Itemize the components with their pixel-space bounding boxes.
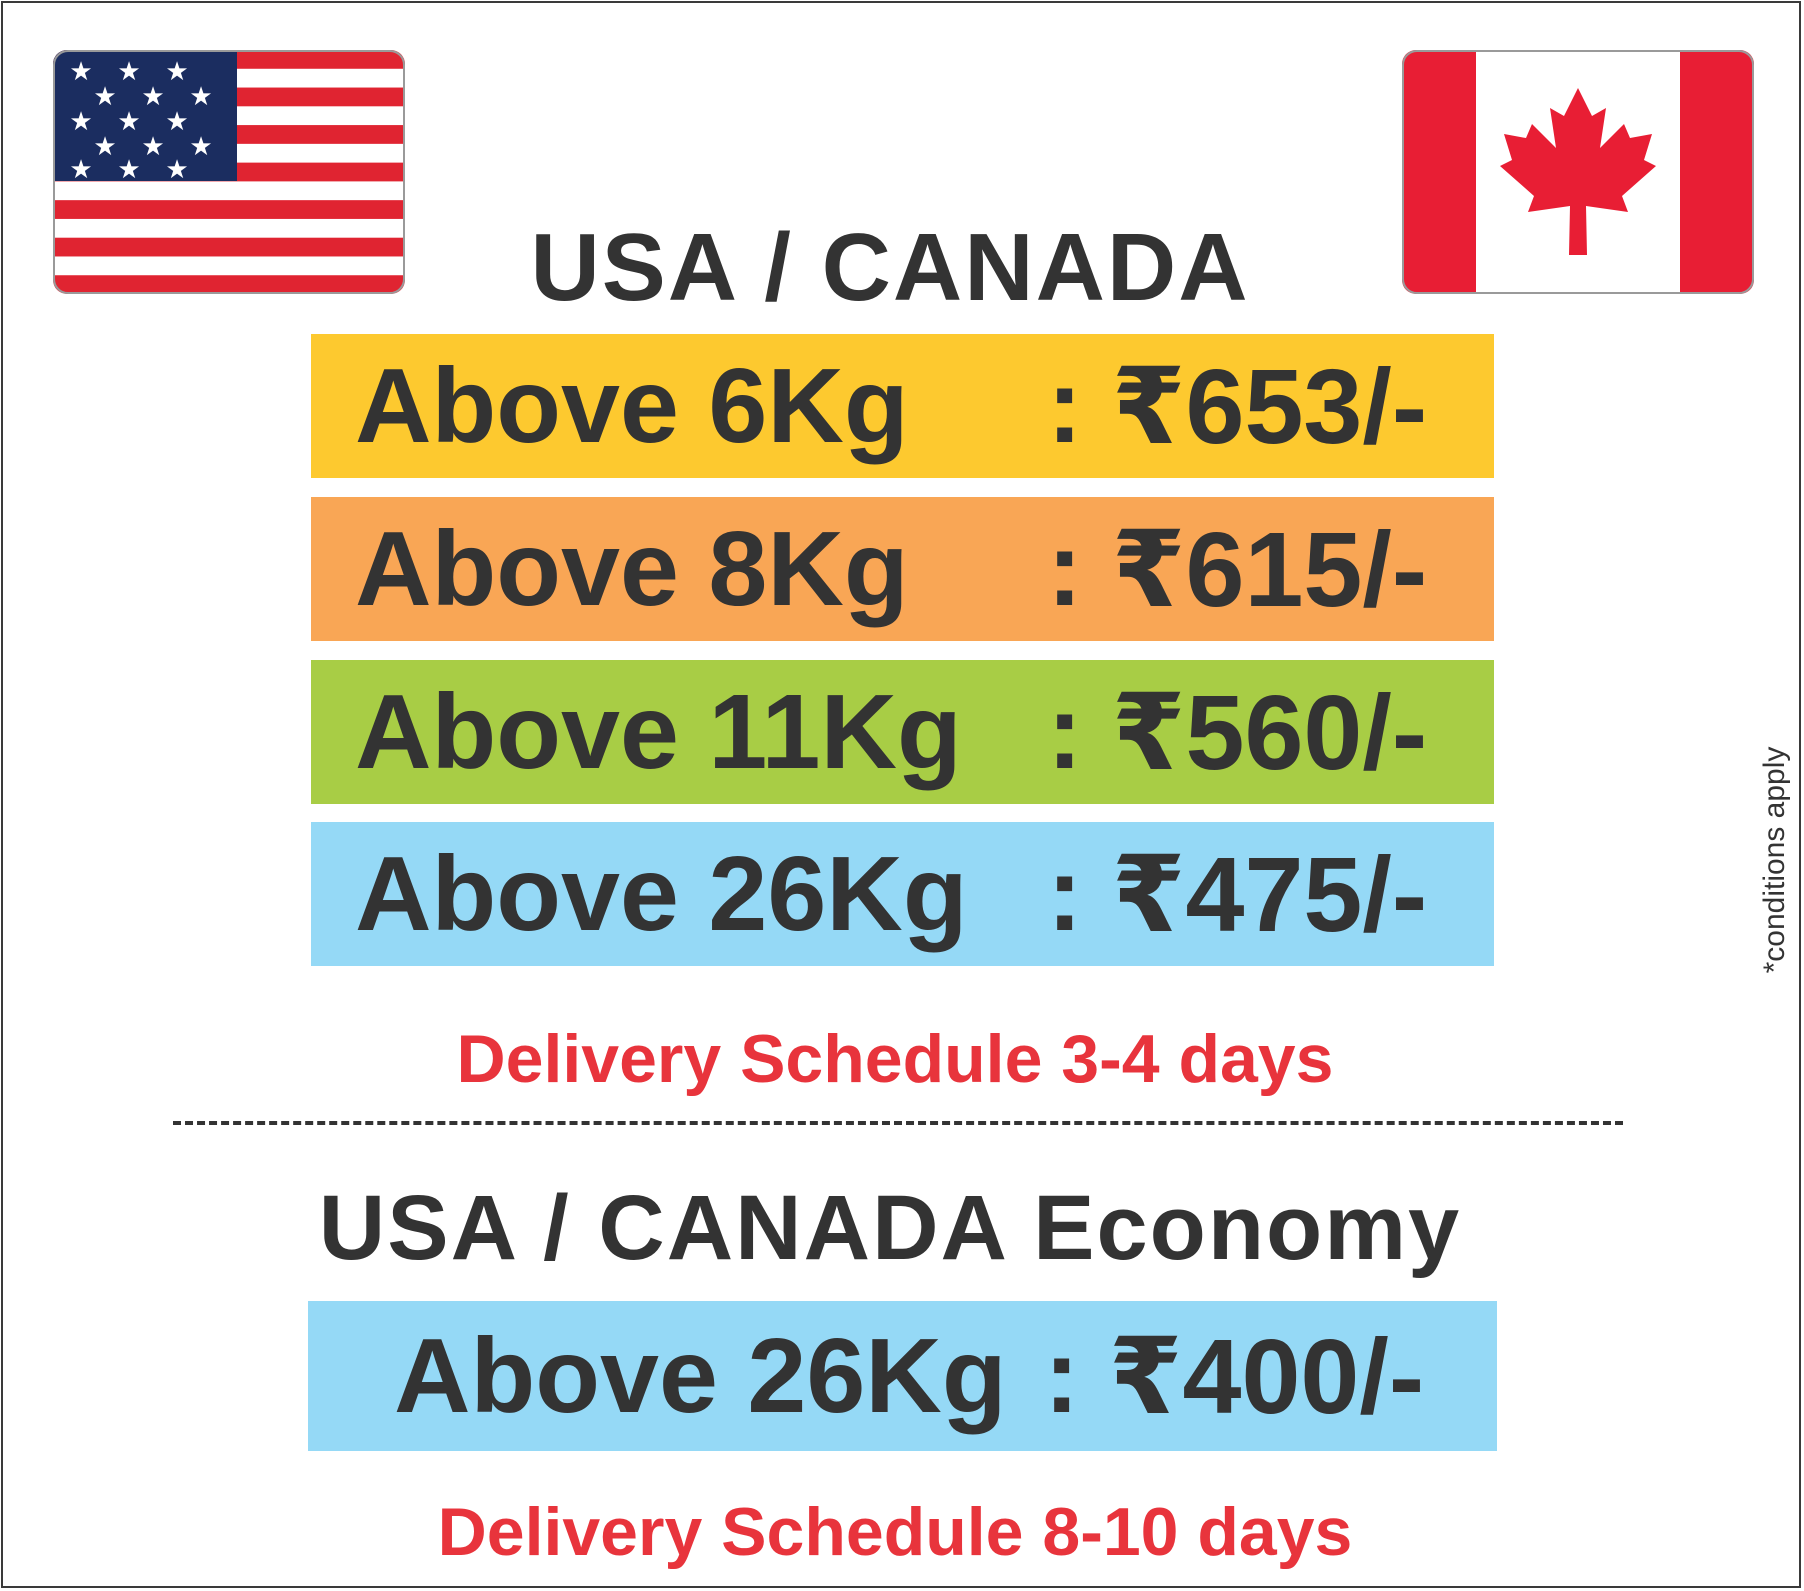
weight-label: Above 26Kg (355, 834, 968, 953)
svg-text:★: ★ (141, 132, 164, 162)
separator: : (1044, 1316, 1080, 1435)
separator: : (1047, 509, 1083, 628)
svg-text:★: ★ (117, 155, 140, 185)
weight-label: Above 6Kg (355, 346, 909, 465)
svg-text:★: ★ (69, 57, 92, 87)
svg-text:★: ★ (165, 107, 188, 137)
svg-text:★: ★ (189, 132, 212, 162)
rate-row: Above 6Kg : ₹653/- (311, 334, 1494, 478)
price-value: ₹615/- (1111, 510, 1428, 629)
canada-flag-icon (1402, 50, 1754, 294)
svg-text:★: ★ (117, 107, 140, 137)
section-divider (173, 1121, 1623, 1125)
economy-delivery-schedule: Delivery Schedule 8-10 days (437, 1494, 1353, 1570)
svg-text:★: ★ (117, 57, 140, 87)
separator: : (1047, 672, 1083, 791)
economy-title: USA / CANADA Economy (318, 1177, 1462, 1279)
svg-text:★: ★ (93, 82, 116, 112)
economy-rate-row: Above 26Kg : ₹400/- (308, 1301, 1497, 1451)
separator: : (1047, 346, 1083, 465)
weight-label: Above 8Kg (355, 509, 909, 628)
svg-text:★: ★ (165, 155, 188, 185)
svg-text:★: ★ (93, 132, 116, 162)
svg-text:★: ★ (69, 107, 92, 137)
conditions-footnote: *conditions apply (1758, 746, 1791, 974)
price-value: ₹653/- (1111, 347, 1428, 466)
rate-row: Above 11Kg : ₹560/- (311, 660, 1494, 804)
rate-row: Above 26Kg : ₹475/- (311, 822, 1494, 966)
price-value: ₹400/- (1108, 1317, 1425, 1436)
weight-label: Above 11Kg (355, 672, 962, 791)
page-title: USA / CANADA (530, 214, 1250, 321)
svg-text:★: ★ (165, 57, 188, 87)
price-value: ₹475/- (1111, 835, 1428, 954)
rate-row: Above 8Kg : ₹615/- (311, 497, 1494, 641)
svg-text:★: ★ (189, 82, 212, 112)
express-delivery-schedule: Delivery Schedule 3-4 days (456, 1021, 1334, 1097)
svg-text:★: ★ (69, 155, 92, 185)
weight-label: Above 26Kg (394, 1316, 1007, 1435)
svg-text:★: ★ (141, 82, 164, 112)
price-value: ₹560/- (1111, 673, 1428, 792)
separator: : (1047, 834, 1083, 953)
usa-flag-icon: ★★★★ ★★★ ★★★ ★★★ ★★★ (53, 50, 405, 294)
